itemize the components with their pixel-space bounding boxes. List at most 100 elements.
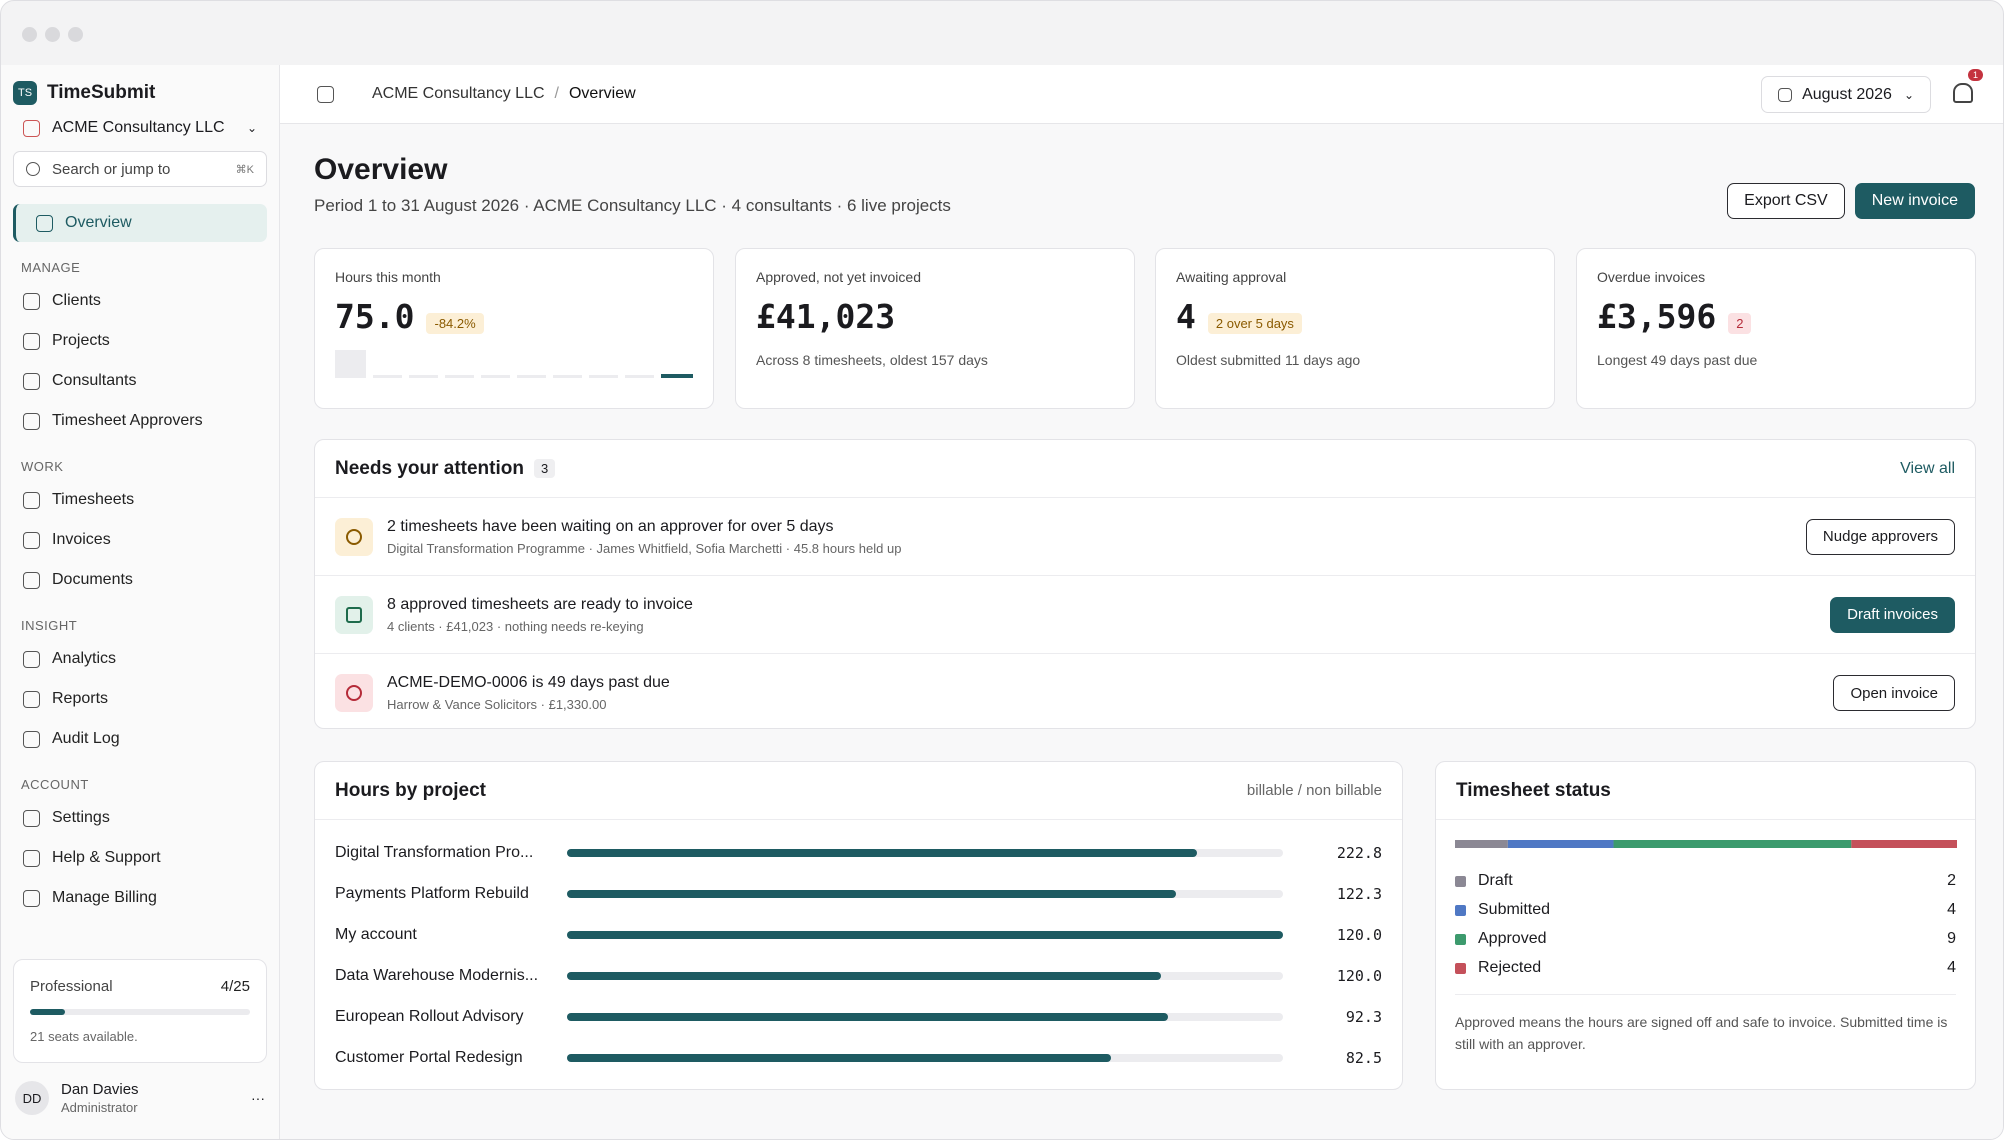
nav-item[interactable]: Documents <box>1 560 279 600</box>
crumb: Overview <box>568 85 636 102</box>
icon-glyph <box>346 685 362 701</box>
kpi-note: Longest 49 days past due <box>1597 352 1758 368</box>
kpi-label: Hours this month <box>335 269 441 285</box>
hours-row: Payments Platform Rebuild 122.3 <box>315 873 1402 914</box>
row-text: ACME-DEMO-0006 is 49 days past due Harrow… <box>387 674 670 712</box>
new-invoice-button[interactable]: New invoice <box>1854 183 1975 219</box>
nav-item[interactable]: Clients <box>1 281 279 321</box>
nav-item[interactable]: Projects <box>1 321 279 361</box>
kpi-value: £3,596 <box>1597 297 1717 336</box>
window-dot[interactable] <box>68 27 83 42</box>
kpi-value-row: 4 2 over 5 days <box>1176 297 1534 336</box>
nav-item[interactable]: Timesheet Approvers <box>1 401 279 441</box>
kpi-card: Overdue invoices £3,596 2 Longest 49 days p… <box>1576 248 1976 409</box>
nav-item-active[interactable]: Overview <box>13 204 267 242</box>
nav-label: Projects <box>52 332 110 349</box>
org-name: ACME Consultancy LLC <box>52 119 225 136</box>
hours-value: 222.8 <box>1336 843 1382 862</box>
nav-heading: INSIGHT <box>21 618 78 633</box>
status-note: Approved means the hours are signed off … <box>1455 994 1956 1056</box>
row-icon <box>335 517 373 556</box>
track <box>567 889 1283 898</box>
nav-heading: MANAGE <box>21 260 81 275</box>
spark-bar <box>444 375 475 378</box>
view-all[interactable]: View all <box>1900 459 1955 477</box>
window-dot[interactable] <box>45 27 60 42</box>
nav-label: Documents <box>52 571 133 588</box>
track-fill <box>567 848 1198 857</box>
nav-item[interactable]: Invoices <box>1 520 279 560</box>
nav-label: Invoices <box>52 531 111 548</box>
legend: billable / non billable <box>1246 782 1382 799</box>
card-title: Timesheet status <box>1456 779 1611 801</box>
export-button[interactable]: Export CSV <box>1727 183 1845 219</box>
spark-bar <box>517 375 547 378</box>
kpi-label: Overdue invoices <box>1597 269 1706 285</box>
nav-item[interactable]: Settings <box>1 798 279 838</box>
attention-row: 2 timesheets have been waiting on an app… <box>315 498 1975 576</box>
nav-icon <box>23 292 40 310</box>
kpi-badge: 2 over 5 days <box>1207 313 1302 335</box>
nav-item[interactable]: Consultants <box>1 361 279 401</box>
status-row: Rejected 4 <box>1455 959 1956 977</box>
nav-item[interactable]: Timesheets <box>1 480 279 520</box>
status-bar <box>1455 840 1957 848</box>
status-card: Timesheet status Draft 2 Submitted 4 Approve… <box>1435 761 1976 1090</box>
status-row: Approved 9 <box>1455 930 1956 948</box>
icon-glyph <box>346 606 362 623</box>
nav-item[interactable]: Reports <box>1 679 279 719</box>
card-title: Needs your attention <box>335 457 524 479</box>
window-dot[interactable] <box>22 27 37 42</box>
period-picker[interactable]: August 2026 ⌄ <box>1761 76 1931 113</box>
track-fill <box>567 1053 1112 1062</box>
shortcut: ⌘K <box>235 163 254 176</box>
kpi-card: Hours this month 75.0 -84.2% <box>314 248 714 409</box>
row-detail: Harrow & Vance Solicitors · £1,330.00 <box>387 697 607 712</box>
nav-icon <box>23 650 40 668</box>
hours-card: Hours by project billable / non billable… <box>314 761 1403 1090</box>
nav-heading: WORK <box>21 459 64 474</box>
user-menu[interactable]: ··· <box>251 1090 265 1106</box>
attention-card: Needs your attention 3 View all 2 timesh… <box>314 439 1976 729</box>
nav-item[interactable]: Manage Billing <box>1 878 279 918</box>
org-switcher[interactable]: ACME Consultancy LLC ⌄ <box>1 105 279 151</box>
sidebar: TS TimeSubmit ACME Consultancy LLC ⌄ Sear… <box>1 65 280 1139</box>
nav-item[interactable]: Analytics <box>1 639 279 679</box>
nav-item[interactable]: Audit Log <box>1 719 279 759</box>
track <box>567 848 1283 857</box>
track <box>567 930 1283 939</box>
track-fill <box>567 971 1162 980</box>
row-action[interactable]: Draft invoices <box>1830 596 1955 633</box>
status-count: 4 <box>1947 959 1956 976</box>
search[interactable]: Search or jump to ⌘K <box>13 151 267 187</box>
kpi-value-row: £41,023 <box>756 297 1114 336</box>
user[interactable]: DD Dan Davies Administrator ··· <box>15 1081 265 1115</box>
notification-count: 1 <box>1967 69 1983 81</box>
logo: TS <box>13 81 37 105</box>
breadcrumb: ACME Consultancy LLC / Overview <box>372 85 636 103</box>
bell[interactable] <box>1953 83 1973 103</box>
nav-label: Timesheet Approvers <box>52 412 203 429</box>
row-action[interactable]: Nudge approvers <box>1805 518 1955 555</box>
spark-bar <box>553 375 583 378</box>
row-icon <box>335 595 373 634</box>
kpi-card: Awaiting approval 4 2 over 5 days Oldest su… <box>1155 248 1555 409</box>
sidebar-toggle[interactable] <box>317 86 334 103</box>
status-name: Rejected <box>1478 959 1542 976</box>
project-name: Payments Platform Rebuild <box>335 884 529 902</box>
crumb[interactable]: ACME Consultancy LLC <box>372 85 545 102</box>
nav-icon <box>23 491 40 509</box>
app-name: TimeSubmit <box>47 82 156 103</box>
spark-bar <box>335 350 366 378</box>
card-title: Hours by project <box>335 779 486 801</box>
status-count: 4 <box>1947 901 1956 918</box>
row-title: ACME-DEMO-0006 is 49 days past due <box>387 674 670 691</box>
nav-label: Manage Billing <box>52 889 157 906</box>
status-swatch <box>1455 962 1466 974</box>
plan-name: Professional <box>30 978 113 995</box>
kpi-note: Oldest submitted 11 days ago <box>1176 352 1361 368</box>
nav-item[interactable]: Help & Support <box>1 838 279 878</box>
kpi-value: 4 <box>1176 297 1196 336</box>
row-action[interactable]: Open invoice <box>1833 675 1955 711</box>
kpi-card: Approved, not yet invoiced £41,023 Across … <box>735 248 1135 409</box>
